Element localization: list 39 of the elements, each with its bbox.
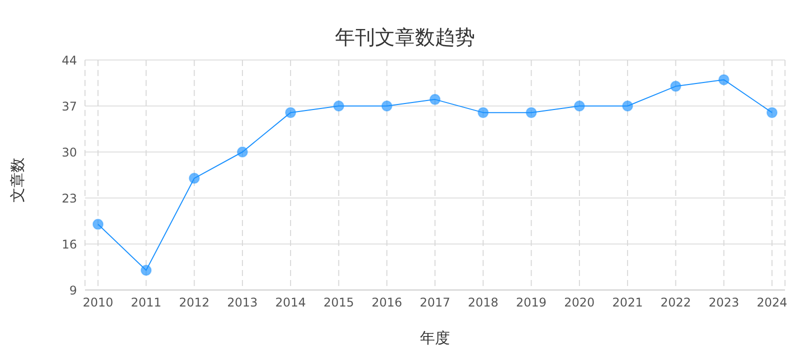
x-tick-label: 2023 bbox=[708, 296, 740, 310]
x-tick-label: 2018 bbox=[468, 296, 498, 310]
point bbox=[670, 80, 682, 92]
point bbox=[574, 100, 585, 112]
x-axis-title: 年度 bbox=[419, 329, 451, 348]
point bbox=[718, 74, 730, 86]
point bbox=[92, 218, 104, 230]
chart-title: 年刊文章数趋势 bbox=[334, 24, 476, 51]
y-tick-label: 37 bbox=[62, 99, 77, 114]
x-tick-label: 2017 bbox=[420, 296, 450, 310]
x-tick-label: 2019 bbox=[516, 296, 547, 310]
y-axis-title: 文章数 bbox=[8, 158, 28, 202]
point bbox=[285, 107, 296, 118]
y-tick-label: 30 bbox=[62, 145, 77, 160]
x-tick-label: 2024 bbox=[756, 296, 788, 310]
y-tick-label: 44 bbox=[62, 53, 77, 68]
point bbox=[526, 107, 537, 118]
x-tick-label: 2010 bbox=[82, 296, 114, 310]
point bbox=[381, 100, 392, 112]
point bbox=[140, 264, 152, 276]
x-tick-label: 2016 bbox=[372, 296, 402, 310]
point bbox=[622, 100, 634, 112]
x-tick-label: 2014 bbox=[275, 296, 306, 310]
y-tick-label: 16 bbox=[62, 237, 77, 252]
point bbox=[478, 107, 489, 118]
x-tick-label: 2012 bbox=[179, 296, 210, 310]
point bbox=[333, 100, 344, 112]
point bbox=[188, 172, 200, 184]
point bbox=[236, 146, 248, 158]
x-tick-label: 2015 bbox=[323, 296, 354, 310]
point bbox=[430, 94, 440, 105]
y-tick-label: 23 bbox=[62, 191, 77, 206]
x-tick-label: 2020 bbox=[564, 296, 595, 310]
x-tick-label: 2022 bbox=[660, 296, 691, 310]
x-tick-label: 2013 bbox=[227, 296, 258, 310]
point bbox=[766, 107, 778, 118]
x-tick-label: 2011 bbox=[130, 296, 162, 310]
y-tick-label: 9 bbox=[69, 283, 77, 298]
x-tick-label: 2021 bbox=[612, 296, 643, 310]
